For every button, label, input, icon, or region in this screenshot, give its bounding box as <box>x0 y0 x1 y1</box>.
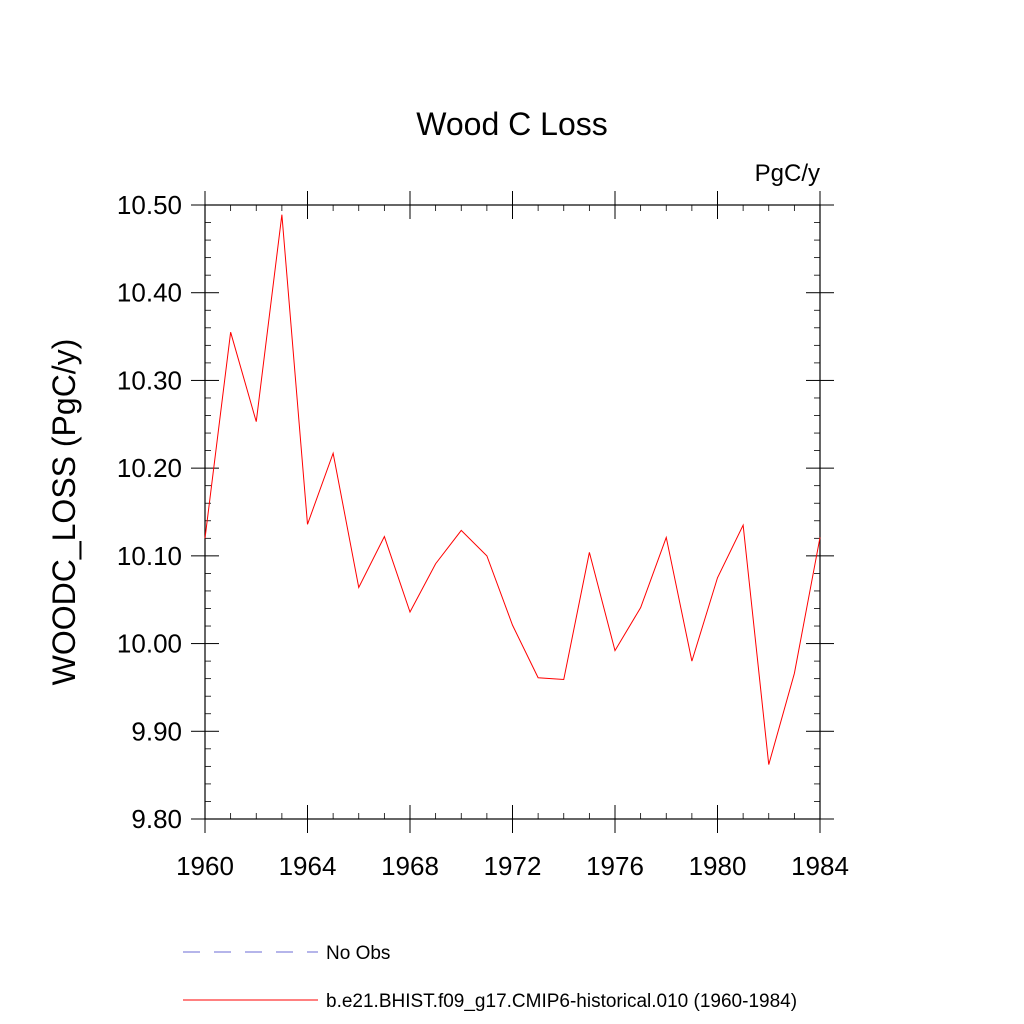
y-tick-label: 10.50 <box>117 190 182 220</box>
y-tick-label: 9.90 <box>131 716 182 746</box>
x-tick-label: 1968 <box>381 851 439 881</box>
x-tick-label: 1964 <box>279 851 337 881</box>
y-tick-label: 10.20 <box>117 453 182 483</box>
series-lines <box>204 214 821 765</box>
y-tick-label: 10.40 <box>117 278 182 308</box>
series-line <box>204 214 821 765</box>
x-tick-label: 1984 <box>791 851 849 881</box>
x-tick-label: 1972 <box>484 851 542 881</box>
legend-label: No Obs <box>326 943 390 964</box>
y-tick-label: 10.10 <box>117 541 182 571</box>
units-label: PgC/y <box>755 160 820 187</box>
axis-ticks <box>191 191 834 833</box>
y-tick-label: 9.80 <box>131 804 182 834</box>
plot-area <box>204 204 821 820</box>
y-tick-label: 10.00 <box>117 629 182 659</box>
legend-label: b.e21.BHIST.f09_g17.CMIP6-historical.010… <box>326 991 797 1012</box>
tick-labels: 1960 1964 1968 1972 1976 1980 1984 9.80 9.90 10.0… <box>117 190 849 881</box>
chart-title: Wood C Loss <box>416 106 608 142</box>
x-tick-label: 1980 <box>689 851 747 881</box>
x-tick-label: 1976 <box>586 851 644 881</box>
y-tick-label: 10.30 <box>117 365 182 395</box>
y-axis-label: WOODC_LOSS (PgC/y) <box>46 339 82 686</box>
legend: No Obs b.e21.BHIST.f09_g17.CMIP6-historic… <box>183 943 797 1012</box>
x-tick-label: 1960 <box>176 851 234 881</box>
plot-frame <box>204 204 821 820</box>
